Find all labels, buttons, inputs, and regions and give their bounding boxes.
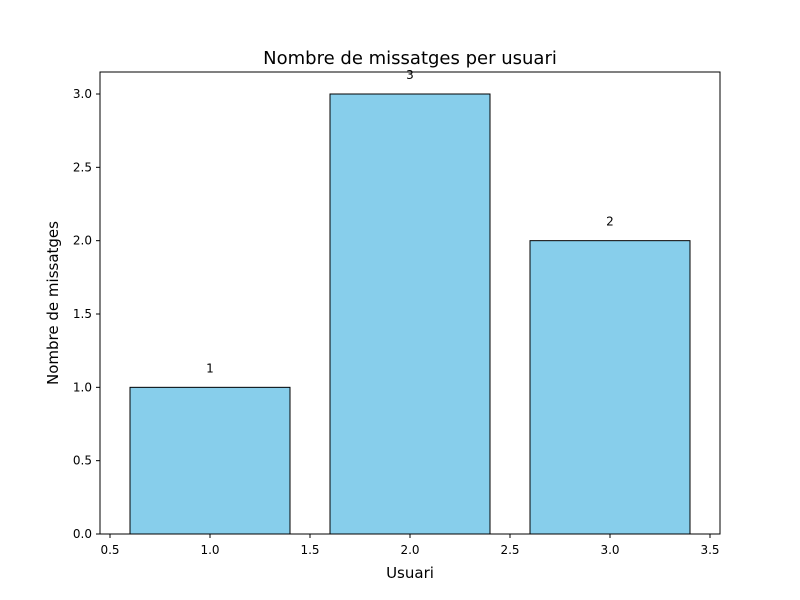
x-axis-ticks: 0.5 1.0 1.5 2.0 2.5 3.0 3.5 [100, 534, 720, 557]
x-tick-label: 2.0 [400, 543, 419, 557]
x-tick-label: 3.5 [700, 543, 719, 557]
y-tick-label: 1.5 [73, 307, 92, 321]
x-tick-label: 1.5 [300, 543, 319, 557]
x-tick-label: 1.0 [200, 543, 219, 557]
y-tick-label: 1.0 [73, 380, 92, 394]
bar-3 [529, 240, 691, 535]
x-tick-label: 0.5 [100, 543, 119, 557]
bar-2 [329, 93, 491, 535]
y-axis-label: Nombre de missatges [44, 221, 62, 385]
y-tick-label: 0.5 [73, 454, 92, 468]
bars-layer [129, 93, 691, 535]
data-label-3: 2 [606, 215, 614, 229]
x-tick-label: 2.5 [500, 543, 519, 557]
y-tick-label: 3.0 [73, 87, 92, 101]
data-label-2: 3 [406, 68, 414, 82]
y-tick-label: 2.5 [73, 160, 92, 174]
y-axis-ticks: 0.0 0.5 1.0 1.5 2.0 2.5 3.0 [73, 87, 100, 541]
y-tick-label: 2.0 [73, 234, 92, 248]
chart-title: Nombre de missatges per usuari [263, 48, 557, 69]
x-axis-label: Usuari [386, 564, 434, 582]
x-tick-label: 3.0 [600, 543, 619, 557]
data-labels-layer: 1 3 2 [206, 68, 614, 375]
data-label-1: 1 [206, 361, 214, 375]
bar-1 [129, 386, 291, 535]
y-tick-label: 0.0 [73, 527, 92, 541]
